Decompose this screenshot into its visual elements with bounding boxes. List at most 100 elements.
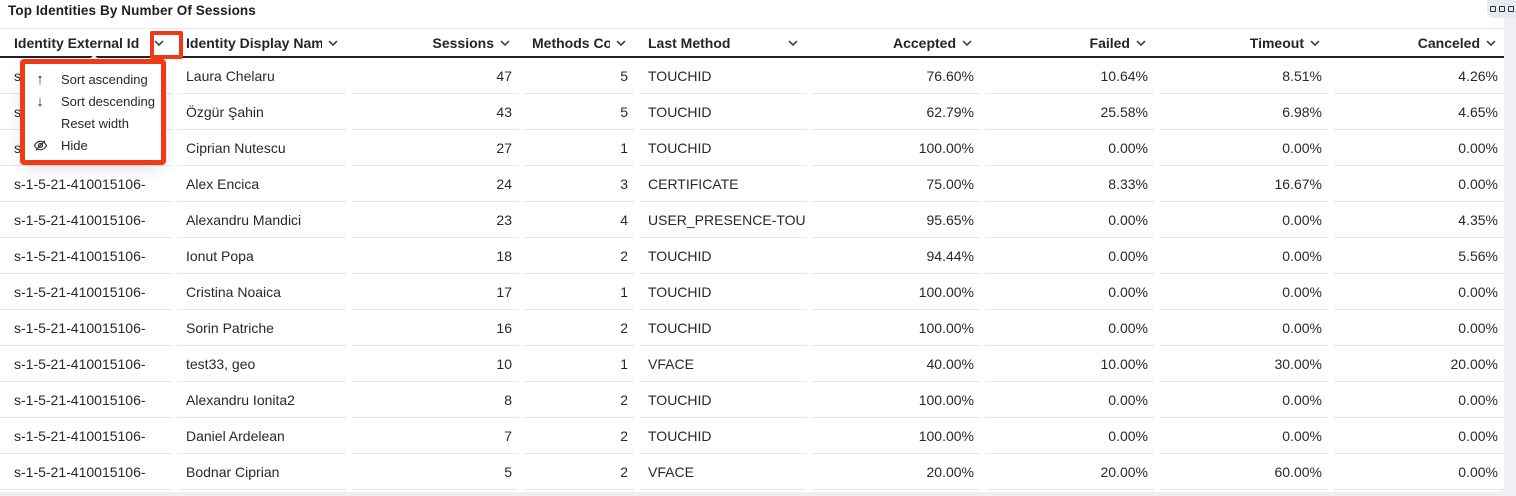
cell-methods-count: 2 [524,454,634,490]
cell-identity-display-name: Daniel Ardelean [178,418,346,454]
cell-failed: 25.58% [986,94,1154,130]
column-header-label: Sessions [432,34,494,51]
menu-item-sort-descending[interactable]: ↓ Sort descending [25,90,161,112]
cell-timeout: 0.00% [1160,418,1328,454]
table-row: s-1-5-21-410015106- Ionut Popa 18 2 TOUCHID 9… [0,238,1504,274]
cell-sessions: 5 [352,454,518,490]
cell-failed: 0.00% [986,274,1154,310]
cell-identity-external-id: s-1-5-21-410015106- [0,382,172,418]
cell-failed: 10.00% [986,346,1154,382]
cell-failed: 0.00% [986,310,1154,346]
column-header-timeout[interactable]: Timeout [1160,29,1328,56]
cell-identity-external-id: s-1-5-21-410015106- [0,418,172,454]
cell-sessions: 8 [352,382,518,418]
column-header-failed[interactable]: Failed [986,29,1154,56]
cell-failed: 10.64% [986,58,1154,94]
column-header-last-method[interactable]: Last Method [640,29,806,56]
cell-timeout: 8.51% [1160,58,1328,94]
cell-timeout: 30.00% [1160,346,1328,382]
panel-options-icon [1489,6,1514,12]
menu-item-hide[interactable]: Hide [25,134,161,156]
cell-sessions: 24 [352,166,518,202]
cell-timeout: 0.00% [1160,382,1328,418]
chevron-down-icon [148,36,166,50]
table-row: s-1-5-21-410015106- Sorin Patriche 16 2 TOUC… [0,310,1504,346]
column-header-label: Identity Display Name [186,34,322,51]
cell-canceled: 4.65% [1334,94,1504,130]
cell-identity-display-name: test33, geo [178,346,346,382]
cell-sessions: 43 [352,94,518,130]
cell-methods-count: 1 [524,346,634,382]
cell-canceled: 0.00% [1334,418,1504,454]
cell-methods-count: 5 [524,94,634,130]
cell-methods-count: 2 [524,382,634,418]
menu-item-label: Sort ascending [61,71,148,87]
cell-methods-count: 2 [524,238,634,274]
cell-last-method: USER_PRESENCE-TOUCHID [640,202,806,238]
table-row: s-1-5-21-410015106- Alexandru Mandici 23 4 U… [0,202,1504,238]
cell-canceled: 0.00% [1334,274,1504,310]
cell-sessions: 16 [352,310,518,346]
cell-identity-external-id: s-1-5-21-410015106- [0,238,172,274]
cell-timeout: 0.00% [1160,310,1328,346]
column-header-identity-display-name[interactable]: Identity Display Name [178,29,346,56]
menu-item-label: Hide [61,137,88,153]
cell-timeout: 0.00% [1160,274,1328,310]
column-header-methods-count[interactable]: Methods Count [524,29,634,56]
column-header-sessions[interactable]: Sessions [352,29,518,56]
table-row: s-1-5-21-410015106- Bodnar Ciprian 5 2 VFACE… [0,454,1504,490]
cell-timeout: 16.67% [1160,166,1328,202]
cell-accepted: 95.65% [812,202,980,238]
cell-sessions: 23 [352,202,518,238]
cell-accepted: 40.00% [812,346,980,382]
table-row: s-1-5-21-410015106- test33, geo 10 1 VFACE 40… [0,346,1504,382]
cell-identity-display-name: Alexandru Ionita2 [178,382,346,418]
cell-canceled: 0.00% [1334,382,1504,418]
cell-identity-display-name: Cristina Noaica [178,274,346,310]
cell-identity-display-name: Sorin Patriche [178,310,346,346]
cell-accepted: 100.00% [812,130,980,166]
cell-identity-external-id: s-1-5-21-410015106- [0,202,172,238]
chevron-down-icon [498,36,512,50]
cell-methods-count: 1 [524,274,634,310]
menu-item-reset-width[interactable]: Reset width [25,112,161,134]
cell-identity-display-name: Ionut Popa [178,238,346,274]
cell-timeout: 60.00% [1160,454,1328,490]
column-header-label: Methods Count [532,34,610,51]
cell-failed: 0.00% [986,130,1154,166]
cell-sessions: 17 [352,274,518,310]
cell-failed: 8.33% [986,166,1154,202]
chevron-down-icon [322,36,340,50]
panel-title: Top Identities By Number Of Sessions [8,3,256,18]
cell-timeout: 6.98% [1160,94,1328,130]
cell-last-method: TOUCHID [640,130,806,166]
popover-arrow [84,55,104,64]
table-row: s-1-5-21-410015106- Daniel Ardelean 7 2 TOUC… [0,418,1504,454]
cell-methods-count: 1 [524,130,634,166]
column-header-identity-external-id[interactable]: Identity External Id [0,29,172,56]
cell-last-method: CERTIFICATE [640,166,806,202]
menu-item-sort-ascending[interactable]: ↑ Sort ascending [25,68,161,90]
cell-identity-display-name: Alexandru Mandici [178,202,346,238]
column-header-label: Accepted [892,34,956,51]
table-row: s-1-5-21-410015106- Alexandru Ionita2 8 2 TO… [0,382,1504,418]
cell-canceled: 0.00% [1334,130,1504,166]
cell-identity-display-name: Özgür Şahin [178,94,346,130]
column-header-canceled[interactable]: Canceled [1334,29,1504,56]
cell-identity-external-id: s-1-5-21-410015106- [0,274,172,310]
cell-canceled: 0.00% [1334,166,1504,202]
cell-failed: 0.00% [986,238,1154,274]
chevron-down-icon [614,36,628,50]
panel-options-button[interactable] [1487,0,1516,18]
cell-failed: 0.00% [986,382,1154,418]
cell-identity-external-id: s-1-5-21-410015106- [0,454,172,490]
column-header-accepted[interactable]: Accepted [812,29,980,56]
cell-methods-count: 5 [524,58,634,94]
column-context-menu: ↑ Sort ascending ↓ Sort descending Reset wid… [25,64,161,160]
cell-last-method: TOUCHID [640,58,806,94]
cell-methods-count: 3 [524,166,634,202]
cell-canceled: 5.56% [1334,238,1504,274]
cell-identity-display-name: Ciprian Nutescu [178,130,346,166]
table-row: s-1-5-21-410015106- Cristina Noaica 17 1 TOU… [0,274,1504,310]
cell-last-method: TOUCHID [640,238,806,274]
